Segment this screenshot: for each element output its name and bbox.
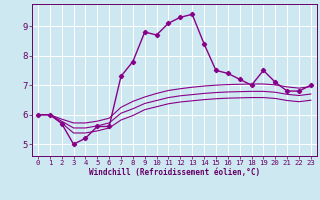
X-axis label: Windchill (Refroidissement éolien,°C): Windchill (Refroidissement éolien,°C) — [89, 168, 260, 177]
